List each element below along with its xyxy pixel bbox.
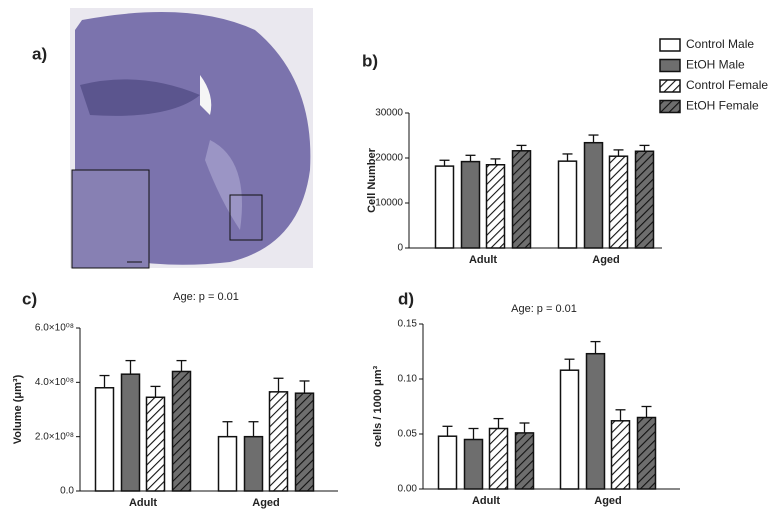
bar <box>610 420 631 490</box>
y-axis-label: Cell Number <box>366 147 378 213</box>
bar <box>171 370 192 492</box>
inset-box <box>229 194 263 241</box>
histology-image <box>70 8 313 269</box>
y-axis-label: Volume (μm³) <box>12 374 24 444</box>
y-axis-label: cells / 1000 μm³ <box>372 366 384 448</box>
striatum <box>205 140 242 230</box>
legend-label: EtOH Male <box>686 58 745 72</box>
bar <box>437 435 458 490</box>
bar <box>485 164 506 249</box>
bar <box>608 155 629 249</box>
x-tick-label: Aged <box>592 254 620 266</box>
y-tick-label: 2.0×10⁰⁸ <box>35 431 74 442</box>
x-tick-label: Adult <box>469 254 497 266</box>
x-tick-label: Adult <box>129 497 157 509</box>
legend-label: Control Male <box>686 37 754 51</box>
bar <box>434 165 455 249</box>
y-tick-label: 0.10 <box>398 374 418 385</box>
x-tick-label: Adult <box>472 495 500 507</box>
panel-label: d) <box>398 289 414 308</box>
legend-swatch <box>659 99 681 114</box>
annotation: Age: p = 0.01 <box>511 303 577 315</box>
y-tick-label: 30000 <box>375 108 403 119</box>
legend-swatch <box>659 38 681 52</box>
bar <box>511 150 532 249</box>
legend-label: EtOH Female <box>686 99 759 113</box>
y-tick-label: 0.0 <box>60 486 74 497</box>
bar <box>145 396 166 492</box>
bar <box>557 160 578 249</box>
y-tick-label: 10000 <box>375 198 403 209</box>
annotation: Age: p = 0.01 <box>173 291 239 303</box>
panel-label: c) <box>22 289 37 308</box>
legend-label: Control Female <box>686 78 768 92</box>
ventricle <box>200 75 212 115</box>
y-tick-label: 0 <box>397 243 403 254</box>
bar <box>94 387 115 492</box>
bar <box>583 141 604 249</box>
bar <box>514 432 535 490</box>
y-tick-label: 0.05 <box>398 429 418 440</box>
bar <box>243 435 264 492</box>
y-tick-label: 0.15 <box>398 319 418 330</box>
y-tick-label: 6.0×10⁰⁸ <box>35 323 74 334</box>
bar <box>460 160 481 249</box>
bar <box>636 416 657 490</box>
y-tick-label: 20000 <box>375 153 403 164</box>
bar <box>294 392 315 492</box>
legend-swatch <box>659 58 681 73</box>
bar <box>217 435 238 492</box>
legend-swatch <box>659 79 681 93</box>
bar <box>585 352 606 490</box>
bar <box>488 427 509 490</box>
bar <box>559 369 580 490</box>
hippocampus <box>80 79 200 116</box>
x-tick-label: Aged <box>594 495 622 507</box>
bar <box>120 373 141 492</box>
x-tick-label: Aged <box>252 497 280 509</box>
panel-label: b) <box>362 51 378 70</box>
bar <box>268 391 289 492</box>
inset <box>71 169 150 269</box>
y-tick-label: 4.0×10⁰⁸ <box>35 377 74 388</box>
y-tick-label: 0.00 <box>398 484 418 495</box>
bar <box>634 150 655 249</box>
bar <box>463 438 484 490</box>
panel-label: a) <box>32 44 47 63</box>
